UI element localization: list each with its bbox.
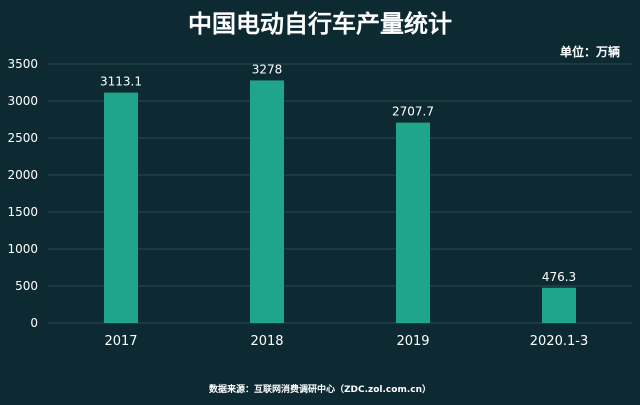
bar-2018 bbox=[250, 80, 284, 323]
data-label: 476.3 bbox=[542, 270, 576, 284]
y-tick-label: 0 bbox=[30, 316, 38, 330]
bar-2020.1-3 bbox=[542, 287, 576, 323]
y-tick-label: 1500 bbox=[7, 205, 38, 219]
y-tick-label: 2500 bbox=[7, 131, 38, 145]
x-tick-label: 2018 bbox=[250, 334, 283, 349]
data-label: 3278 bbox=[252, 62, 283, 76]
x-tick-label: 2019 bbox=[396, 334, 429, 349]
y-tick-label: 500 bbox=[15, 279, 38, 293]
x-tick-label: 2020.1-3 bbox=[530, 334, 588, 349]
bar-2019 bbox=[396, 122, 430, 323]
y-tick-label: 3500 bbox=[7, 57, 38, 71]
source-note: 数据来源：互联网消费调研中心（ZDC.zol.com.cn） bbox=[209, 383, 431, 395]
bars: 3113.1 3278 2707.7 476.3 bbox=[100, 62, 576, 323]
chart-title: 中国电动自行车产量统计 bbox=[188, 10, 452, 38]
unit-label: 单位：万辆 bbox=[560, 44, 620, 59]
y-tick-label: 2000 bbox=[7, 168, 38, 182]
grid-layer bbox=[48, 63, 632, 324]
data-label: 2707.7 bbox=[392, 105, 434, 119]
y-tick-label: 1000 bbox=[7, 242, 38, 256]
bar-2017 bbox=[104, 92, 138, 323]
y-tick-label: 3000 bbox=[7, 94, 38, 108]
data-label: 3113.1 bbox=[100, 75, 142, 89]
y-axis: 0 500 1000 1500 2000 2500 3000 3500 bbox=[7, 57, 38, 330]
x-tick-label: 2017 bbox=[104, 334, 137, 349]
x-axis: 2017 2018 2019 2020.1-3 bbox=[104, 334, 588, 349]
